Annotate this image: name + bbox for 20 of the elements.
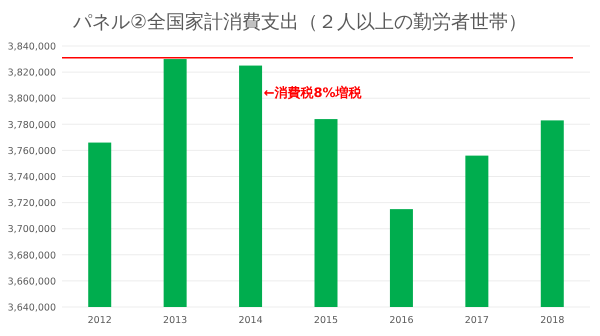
x-tick-label: 2016 <box>389 315 414 326</box>
y-tick-label: 3,640,000 <box>8 302 56 314</box>
x-tick-label: 2015 <box>314 315 338 326</box>
x-tick-label: 2014 <box>238 315 263 326</box>
x-tick-label: 2012 <box>88 315 112 326</box>
y-tick-label: 3,840,000 <box>8 42 56 52</box>
y-tick-label: 3,660,000 <box>8 276 56 288</box>
chart-title: パネル②全国家計消費支出（２人以上の勤労者世帯） <box>72 11 528 33</box>
y-tick-label: 3,800,000 <box>8 94 56 105</box>
y-tick-label: 3,780,000 <box>8 120 56 131</box>
x-tick-label: 2018 <box>540 315 564 326</box>
y-tick-label: 3,700,000 <box>8 224 56 236</box>
x-tick-label: 2013 <box>163 315 188 326</box>
y-tick-label: 3,740,000 <box>8 172 56 183</box>
x-tick-label: 2017 <box>464 315 489 326</box>
annotation: ←消費税8%増税 <box>264 85 363 101</box>
y-tick-label: 3,760,000 <box>8 146 56 157</box>
y-tick-label: 3,720,000 <box>8 198 56 210</box>
y-tick-label: 3,820,000 <box>8 68 56 79</box>
y-tick-label: 3,680,000 <box>8 250 56 262</box>
